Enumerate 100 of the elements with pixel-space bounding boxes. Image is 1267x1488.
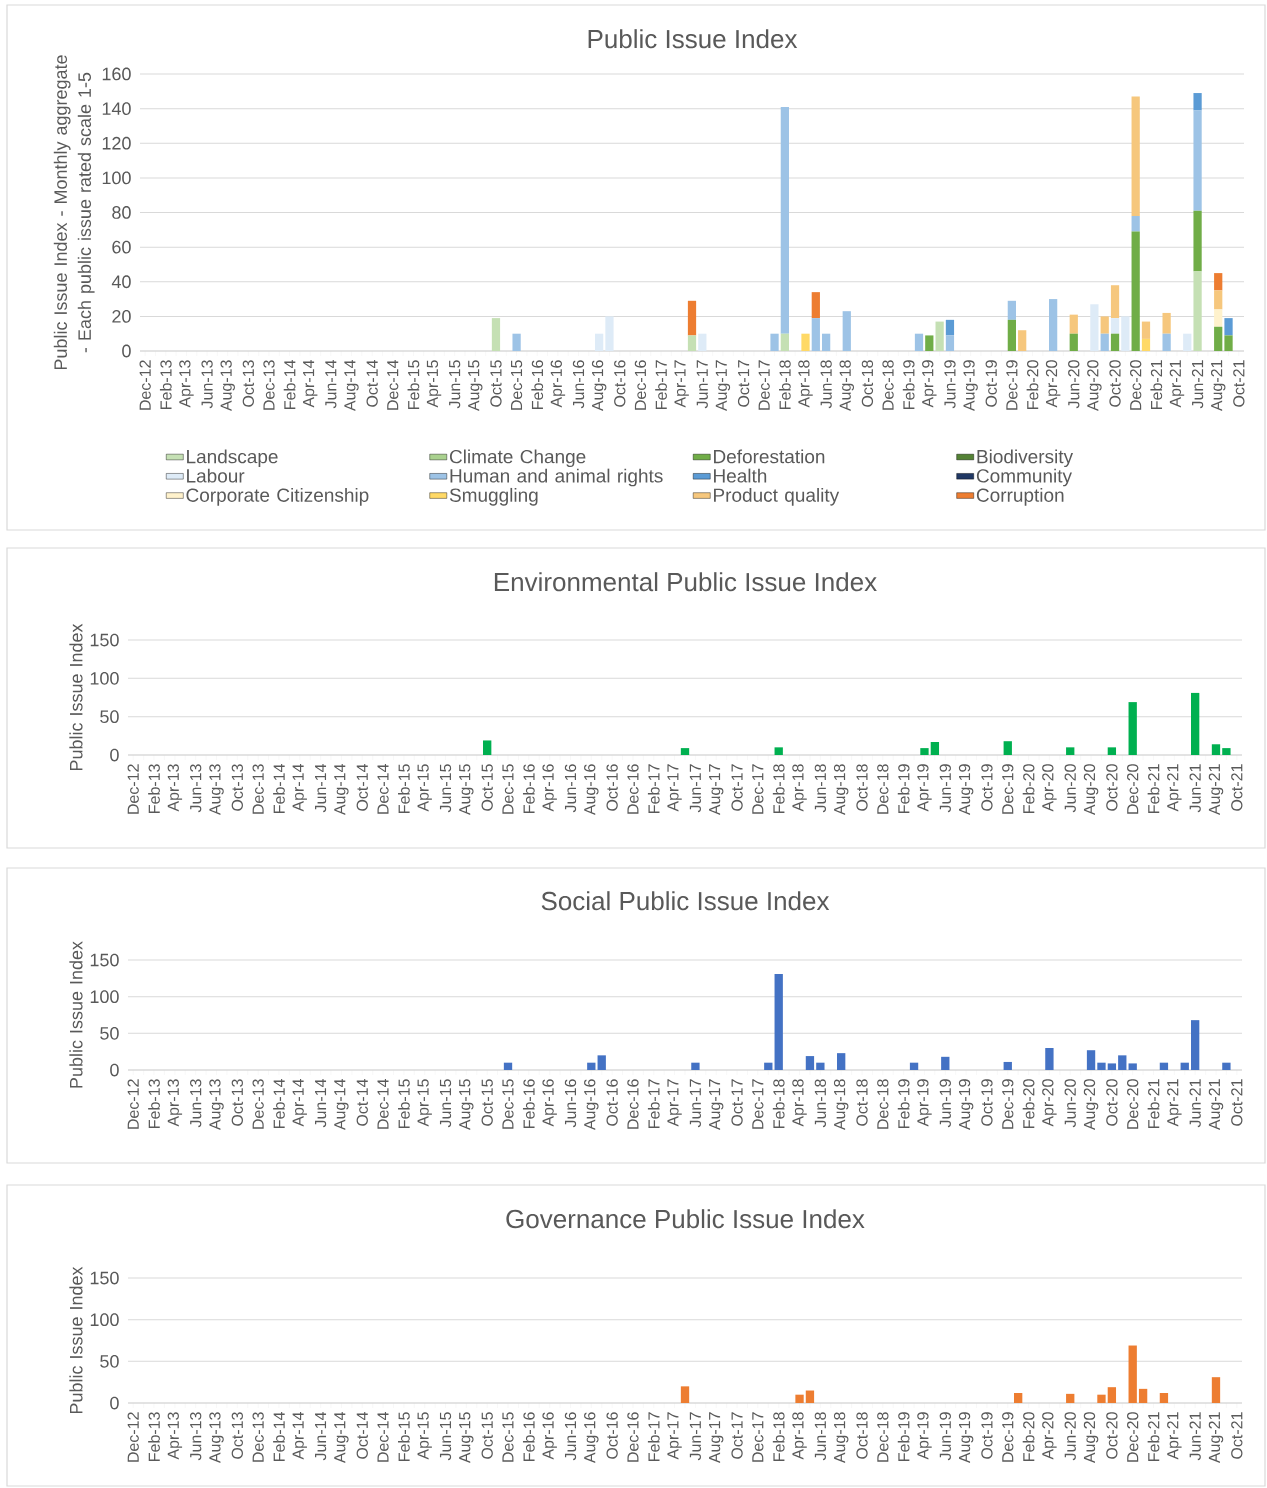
x-tick-label: Jun-19 xyxy=(939,1412,951,1461)
x-tick-label: Oct-17 xyxy=(731,764,743,811)
legend-label: Health xyxy=(714,468,767,483)
y-tick-label: 100 xyxy=(90,1313,119,1327)
x-tick-label: Oct-17 xyxy=(737,360,750,407)
x-tick-label: Aug-14 xyxy=(334,764,349,816)
bar xyxy=(770,333,779,352)
y-tick-label: 140 xyxy=(102,102,131,115)
x-tick-label: Feb-13 xyxy=(159,360,172,409)
x-tick-label: Jun-21 xyxy=(1189,764,1201,813)
bar xyxy=(1007,300,1016,320)
x-tick-label: Aug-18 xyxy=(833,1079,849,1131)
x-tick-label: Jun-20 xyxy=(1064,1412,1076,1461)
x-tick-label: Dec-17 xyxy=(752,1079,764,1129)
x-tick-label: Aug-20 xyxy=(1083,1079,1099,1131)
x-tick-label: Feb-17 xyxy=(647,764,660,813)
x-tick-label: Dec-17 xyxy=(752,1412,764,1462)
x-tick-label: Oct-18 xyxy=(856,764,868,811)
x-tick-label: Aug-21 xyxy=(1208,764,1224,816)
bar xyxy=(1086,1050,1096,1071)
x-tick-label: Apr-19 xyxy=(917,764,932,812)
x-tick-label: Jun-20 xyxy=(1064,1079,1076,1128)
x-tick-label: Aug-15 xyxy=(459,1412,474,1464)
bar xyxy=(1128,702,1137,756)
bar xyxy=(1110,285,1120,319)
x-tick-label: Oct-17 xyxy=(731,1412,743,1459)
x-tick-label: Apr-21 xyxy=(1167,764,1182,812)
x-tick-label: Apr-15 xyxy=(417,1079,432,1127)
x-tick-label: Aug-18 xyxy=(839,360,855,412)
x-tick-label: Jun-21 xyxy=(1189,1412,1201,1461)
x-tick-label: Feb-20 xyxy=(1026,360,1039,409)
y-tick-label: 50 xyxy=(100,710,119,724)
x-tick-label: Dec-13 xyxy=(252,1412,264,1462)
x-tick-label: Dec-17 xyxy=(752,764,764,814)
x-tick-label: Dec-13 xyxy=(252,1079,264,1129)
bar xyxy=(1045,1048,1054,1071)
x-tick-label: Dec-15 xyxy=(502,1079,514,1129)
x-tick-label: Apr-14 xyxy=(292,764,307,812)
y-axis-title: Public Issue Index xyxy=(69,1266,83,1414)
x-tick-label: Jun-15 xyxy=(449,360,461,409)
x-tick-label: Aug-20 xyxy=(1087,360,1102,412)
bar xyxy=(1007,319,1016,352)
x-tick-label: Jun-21 xyxy=(1191,360,1204,409)
x-tick-label: Aug-13 xyxy=(209,764,224,816)
x-tick-label: Feb-20 xyxy=(1022,1412,1035,1461)
x-tick-label: Feb-20 xyxy=(1022,764,1035,813)
y-tick-label: 80 xyxy=(112,206,131,219)
x-tick-label: Jun-15 xyxy=(439,764,452,813)
x-tick-label: Feb-19 xyxy=(897,764,910,813)
x-tick-label: Dec-15 xyxy=(502,1412,514,1462)
x-tick-label: Jun-20 xyxy=(1064,764,1076,813)
x-tick-label: Jun-18 xyxy=(820,360,832,409)
bar xyxy=(687,300,697,336)
x-tick-label: Aug-21 xyxy=(1208,1412,1224,1464)
bar xyxy=(1110,318,1120,334)
y-tick-label: 150 xyxy=(90,953,119,967)
bar xyxy=(1128,1345,1137,1404)
x-tick-label: Dec-20 xyxy=(1127,1079,1139,1129)
x-tick-label: Apr-16 xyxy=(542,764,557,812)
x-tick-label: Jun-13 xyxy=(190,1412,202,1461)
x-tick-label: Apr-13 xyxy=(167,764,183,812)
x-tick-label: Feb-16 xyxy=(522,764,535,813)
x-tick-label: Dec-15 xyxy=(502,764,514,814)
bar xyxy=(1131,96,1140,216)
x-tick-label: Jun-18 xyxy=(814,764,827,813)
bar xyxy=(1003,1061,1012,1071)
x-tick-label: Aug-21 xyxy=(1210,360,1226,412)
x-tick-label: Dec-16 xyxy=(627,1412,639,1462)
x-tick-label: Apr-20 xyxy=(1042,764,1057,812)
x-tick-label: Aug-17 xyxy=(715,360,731,412)
x-tick-label: Aug-15 xyxy=(459,1079,474,1131)
x-tick-label: Jun-21 xyxy=(1189,1079,1201,1128)
bar xyxy=(1193,110,1202,211)
x-tick-label: Dec-13 xyxy=(252,764,264,814)
x-tick-label: Oct-19 xyxy=(981,764,993,811)
bar xyxy=(1100,333,1109,352)
x-tick-label: Apr-15 xyxy=(426,360,442,408)
x-tick-label: Oct-13 xyxy=(231,1412,243,1459)
x-tick-label: Dec-16 xyxy=(627,1079,639,1129)
y-tick-label: 100 xyxy=(90,990,119,1004)
x-tick-label: Feb-15 xyxy=(398,764,410,813)
bar xyxy=(1107,1387,1117,1404)
x-tick-label: Apr-17 xyxy=(667,1079,682,1127)
bar xyxy=(945,319,955,336)
x-tick-label: Oct-18 xyxy=(856,1412,868,1459)
bar xyxy=(925,335,934,352)
x-tick-label: Apr-21 xyxy=(1167,1079,1182,1127)
bar xyxy=(1100,316,1109,334)
bar xyxy=(1191,1020,1200,1071)
x-tick-label: Oct-17 xyxy=(731,1079,743,1126)
bar xyxy=(491,318,501,352)
x-tick-label: Apr-21 xyxy=(1167,1412,1182,1460)
x-tick-label: Aug-13 xyxy=(209,1412,224,1464)
x-tick-label: Oct-21 xyxy=(1231,1079,1243,1126)
bar xyxy=(1131,231,1140,352)
bar xyxy=(1222,1062,1231,1071)
x-tick-label: Aug-19 xyxy=(963,360,978,412)
bar xyxy=(1141,321,1151,339)
x-tick-label: Feb-18 xyxy=(772,1079,785,1128)
x-tick-label: Dec-12 xyxy=(139,360,151,410)
